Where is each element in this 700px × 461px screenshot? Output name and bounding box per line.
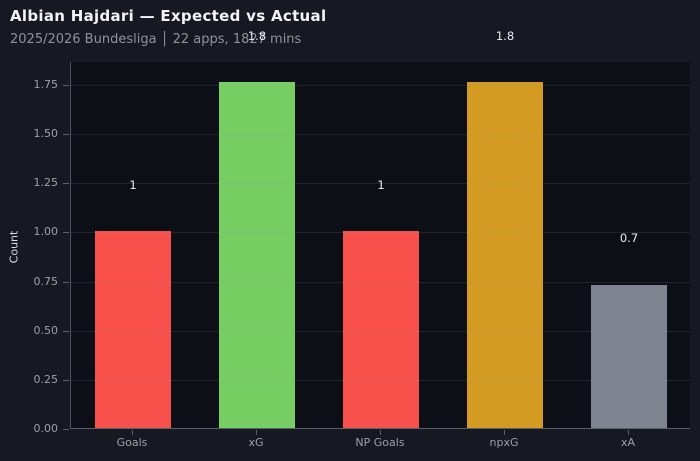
y-tick-mark xyxy=(63,330,69,332)
y-tick-mark xyxy=(63,232,69,234)
bar-value-label: 0.7 xyxy=(619,231,639,246)
y-tick-label: 0.00 xyxy=(33,422,59,435)
x-tick-label: Goals xyxy=(116,436,148,449)
x-tick-mark xyxy=(628,430,629,435)
y-tick-mark xyxy=(63,84,69,86)
bar-value-label: 1.8 xyxy=(495,28,515,43)
bar-goals xyxy=(95,231,171,428)
x-tick-mark xyxy=(504,430,505,435)
y-tick-label: 0.75 xyxy=(33,274,59,288)
x-tick-label: NP Goals xyxy=(355,436,405,449)
y-tick-label: 1.50 xyxy=(33,127,59,141)
x-tick-mark xyxy=(256,430,257,435)
y-tick-label: 0.25 xyxy=(33,372,59,386)
y-tick-mark xyxy=(63,429,69,430)
bar-npxg xyxy=(467,82,543,428)
gridline xyxy=(71,84,690,86)
y-tick-mark xyxy=(63,281,69,283)
gridline xyxy=(71,134,690,136)
x-tick-mark xyxy=(132,430,133,435)
chart-subtitle: 2025/2026 Bundesliga │ 22 apps, 1827 min… xyxy=(10,32,302,47)
y-tick-label: 1.00 xyxy=(33,225,59,239)
y-tick-label: 1.75 xyxy=(33,77,59,91)
y-tick-label: 0.50 xyxy=(33,323,59,337)
plot-area: 1 1.8 1 1.8 0.7 xyxy=(70,29,690,429)
y-tick-mark xyxy=(63,379,69,381)
x-tick-mark xyxy=(380,430,381,435)
bar-value-label: 1 xyxy=(129,178,137,193)
x-tick-label: npxG xyxy=(489,436,519,449)
gridline xyxy=(71,281,690,283)
x-tick-label: xG xyxy=(248,436,264,449)
gridline xyxy=(71,183,690,185)
bar-value-label: 1.8 xyxy=(247,28,267,43)
chart-title: Albian Hajdari — Expected vs Actual xyxy=(10,7,327,25)
gridline xyxy=(71,379,690,381)
gridline xyxy=(71,330,690,332)
y-tick-label: 1.25 xyxy=(33,176,59,190)
bar-xg xyxy=(219,82,295,428)
bar-np-goals xyxy=(343,231,419,428)
x-tick-label: xA xyxy=(620,436,636,449)
y-tick-mark xyxy=(63,183,69,185)
y-tick-mark xyxy=(63,134,69,136)
bar-value-label: 1 xyxy=(377,178,385,193)
bar-xa xyxy=(591,284,667,428)
gridline xyxy=(71,232,690,234)
